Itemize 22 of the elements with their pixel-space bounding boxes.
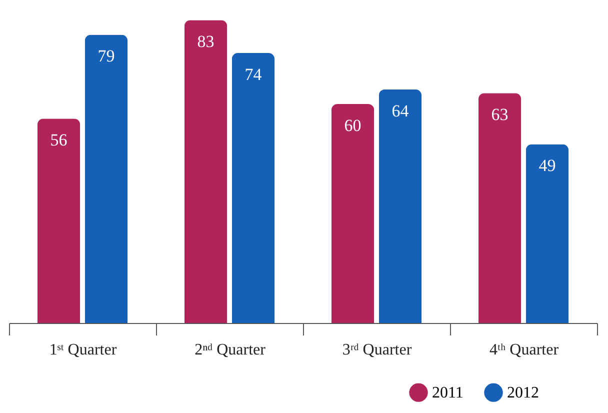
x-tick-label: 4ᵗʰ Quarter — [489, 342, 560, 358]
bar — [84, 34, 128, 323]
data-label: 56 — [50, 130, 68, 150]
legend-label: 2011 — [432, 384, 464, 402]
legend-label: 2012 — [507, 384, 539, 402]
data-label: 49 — [538, 156, 556, 176]
bar — [184, 20, 228, 323]
data-label: 60 — [344, 116, 362, 136]
data-label: 74 — [244, 64, 262, 84]
data-label: 64 — [392, 101, 410, 120]
bar — [232, 52, 275, 323]
bar — [37, 118, 80, 323]
bar — [526, 144, 569, 323]
bar — [478, 93, 522, 323]
bar — [331, 104, 374, 323]
x-tick-label: 1ˢᵗ Quarter — [49, 342, 118, 358]
data-label: 83 — [197, 32, 214, 52]
data-label: 63 — [491, 105, 508, 124]
data-label: 79 — [98, 46, 115, 66]
bar — [378, 89, 422, 323]
x-tick-label: 3ʳᵈ Quarter — [342, 342, 412, 358]
x-tick-label: 2ⁿᵈ Quarter — [194, 342, 266, 358]
